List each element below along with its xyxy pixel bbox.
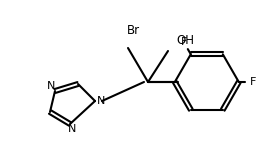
- Text: N: N: [97, 96, 105, 106]
- Text: Br: Br: [126, 24, 139, 37]
- Text: N: N: [68, 124, 76, 134]
- Text: N: N: [47, 81, 55, 91]
- Text: OH: OH: [176, 34, 194, 47]
- Text: F: F: [181, 37, 187, 47]
- Text: F: F: [250, 77, 256, 87]
